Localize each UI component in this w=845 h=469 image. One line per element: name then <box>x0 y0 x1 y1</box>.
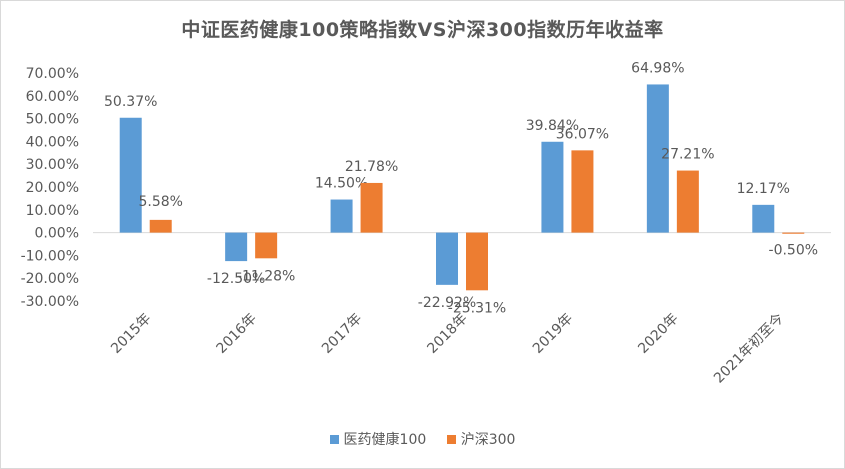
x-category-label: 2021年初至今 <box>710 310 787 387</box>
data-label: 64.98% <box>631 60 684 76</box>
legend-item-series-2[interactable]: 沪深300 <box>446 429 516 449</box>
bar-2 <box>466 232 488 291</box>
legend-swatch-series-2 <box>446 434 456 444</box>
bar-1 <box>119 117 142 233</box>
data-label: -12.50% <box>207 271 265 287</box>
x-category-label: 2018年 <box>424 311 470 357</box>
data-label: 5.58% <box>138 194 182 210</box>
data-label: 21.78% <box>345 159 398 175</box>
data-label: 50.37% <box>104 94 157 110</box>
data-label: -0.50% <box>769 243 819 259</box>
legend-item-series-1[interactable]: 医药健康100 <box>329 429 427 449</box>
data-label: -11.28% <box>237 268 295 284</box>
data-label: 36.07% <box>556 126 609 142</box>
legend-label-series-2: 沪深300 <box>460 432 516 448</box>
y-tick-label: 30.00% <box>26 157 79 173</box>
y-tick-label: 0.00% <box>35 226 79 242</box>
y-tick-label: -30.00% <box>21 294 79 310</box>
data-label: -22.92% <box>418 295 476 311</box>
y-tick-label: -10.00% <box>21 248 79 264</box>
bar-2 <box>676 170 699 233</box>
bar-1 <box>330 199 353 233</box>
y-tick-label: 70.00% <box>26 66 79 82</box>
chart-plot: 70.00% 60.00% 50.00% 40.00% 30.00% 20.00% 10.0… <box>21 60 831 387</box>
y-tick-label: 10.00% <box>26 203 79 219</box>
x-category-label: 2020年 <box>635 311 681 357</box>
x-category-label: 2019年 <box>530 311 576 357</box>
y-tick-label: 60.00% <box>26 89 79 105</box>
bar-1 <box>225 232 248 262</box>
bar-2 <box>149 219 172 233</box>
chart-title: 中证医药健康100策略指数VS沪深300指数历年收益率 <box>181 19 664 41</box>
data-label: 14.50% <box>315 176 368 192</box>
x-category-label: 2016年 <box>214 311 260 357</box>
y-tick-label: 40.00% <box>26 134 79 150</box>
bar-2 <box>571 150 594 233</box>
bar-2 <box>360 182 383 233</box>
legend-swatch-series-1 <box>329 434 339 444</box>
bar-2 <box>255 232 278 259</box>
x-category-label: 2017年 <box>319 311 365 357</box>
data-label: 27.21% <box>661 147 714 163</box>
data-label: 12.17% <box>737 181 790 197</box>
y-tick-label: 50.00% <box>26 112 79 128</box>
bar-2 <box>782 232 805 234</box>
bar-1 <box>436 232 458 285</box>
y-tick-label: 20.00% <box>26 180 79 196</box>
data-label: 39.84% <box>526 118 579 134</box>
bar-1 <box>752 204 775 233</box>
legend: 医药健康100 沪深300 <box>1 429 844 449</box>
legend-label-series-1: 医药健康100 <box>343 432 427 448</box>
data-label: -25.31% <box>448 300 506 316</box>
bar-1 <box>646 84 669 233</box>
y-tick-label: -20.00% <box>21 271 79 287</box>
bar-1 <box>541 141 564 233</box>
x-category-label: 2015年 <box>108 311 154 357</box>
